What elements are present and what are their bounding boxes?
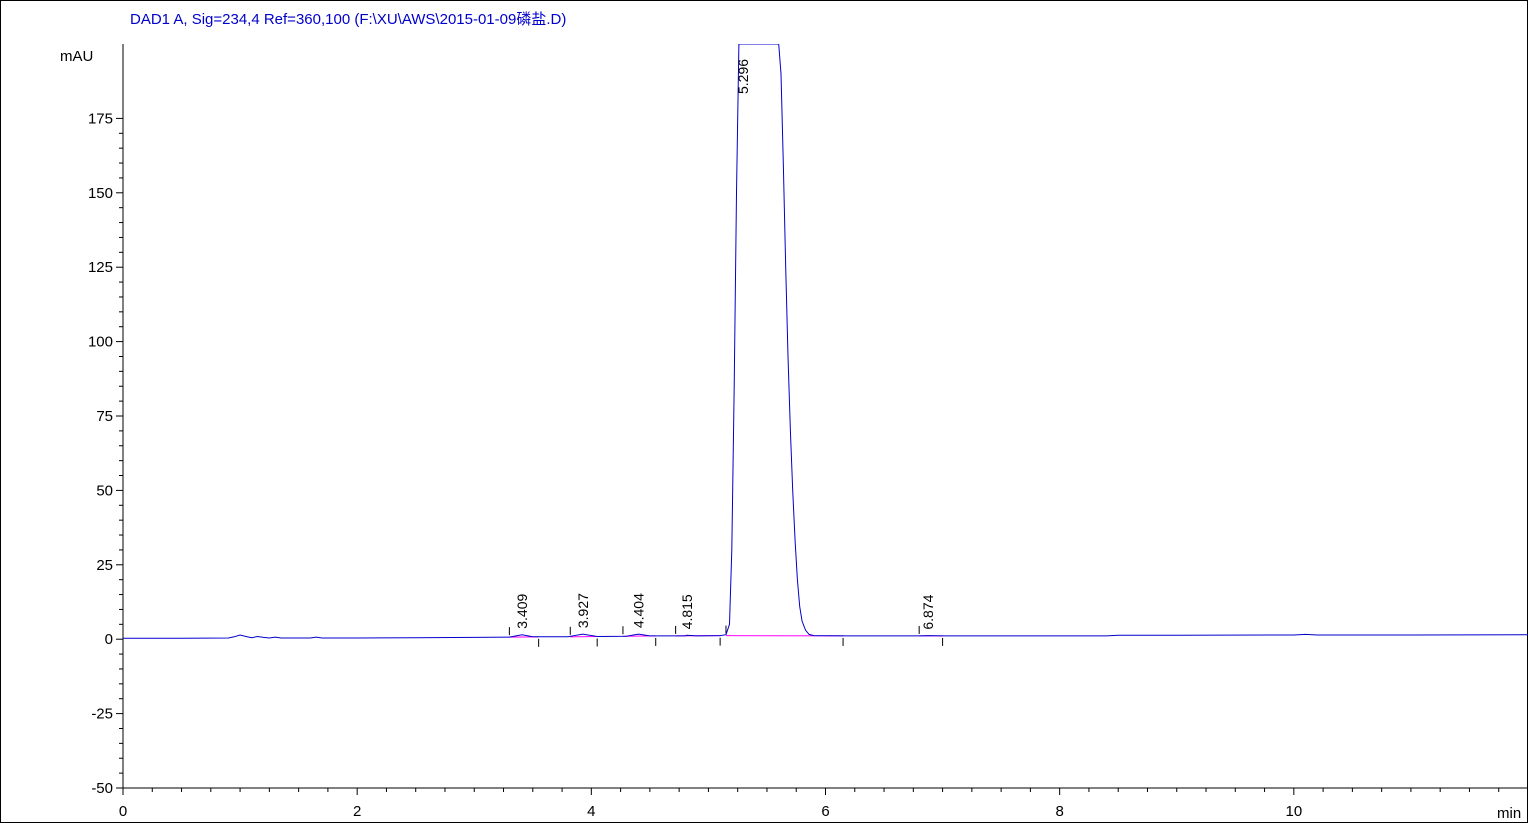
- x-tick-label: 0: [119, 803, 127, 820]
- y-tick-label: 100: [88, 334, 113, 351]
- x-tick-label: 6: [821, 803, 829, 820]
- y-axis-unit: mAU: [60, 48, 93, 65]
- peak-label: 4.815: [679, 594, 695, 629]
- peak-label: 5.296: [735, 59, 751, 94]
- x-tick-label: 2: [353, 803, 361, 820]
- y-tick-label: 50: [96, 482, 113, 499]
- peak-label: 3.409: [514, 593, 530, 628]
- x-axis-unit: min: [1497, 805, 1521, 822]
- chart-title: DAD1 A, Sig=234,4 Ref=360,100 (F:\XU\AWS…: [130, 11, 566, 28]
- signal-trace: [123, 44, 1528, 639]
- x-tick-label: 4: [587, 803, 595, 820]
- y-tick-label: 25: [96, 557, 113, 574]
- y-tick-label: -50: [91, 780, 113, 797]
- x-axis-ticks: 0 2 4 6 8 10: [119, 788, 1500, 820]
- x-tick-label: 8: [1055, 803, 1063, 820]
- peak-label: 3.927: [575, 593, 591, 628]
- y-tick-label: -25: [91, 706, 113, 723]
- y-axis-ticks: -50 -25 0 25 50 75 100 125 150 175: [88, 110, 123, 797]
- y-tick-label: 175: [88, 110, 113, 127]
- x-tick-label: 10: [1285, 803, 1302, 820]
- peak-label: 6.874: [920, 594, 936, 629]
- y-tick-label: 0: [105, 631, 113, 648]
- y-tick-label: 150: [88, 185, 113, 202]
- peak-label: 4.404: [631, 593, 647, 628]
- y-tick-label: 75: [96, 408, 113, 425]
- peak-labels: 3.409 3.927 4.404 4.815 5.296 6.874: [514, 59, 936, 630]
- y-tick-label: 125: [88, 259, 113, 276]
